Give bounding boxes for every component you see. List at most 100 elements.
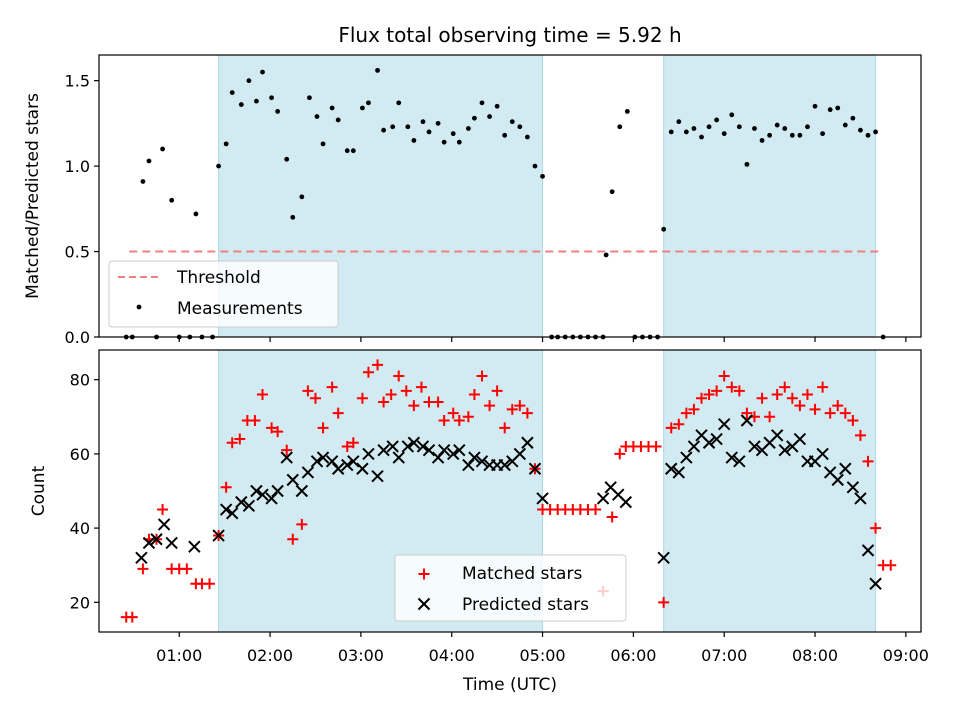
bottom-legend: Matched stars Predicted stars bbox=[394, 554, 627, 622]
measurement-point bbox=[683, 129, 689, 135]
matched-star-point bbox=[786, 392, 798, 404]
measurement-point bbox=[329, 105, 335, 111]
x-tick-label: 08:00 bbox=[792, 646, 838, 665]
bottom-y-ticks: 20 40 60 80 bbox=[70, 371, 99, 612]
y-tick-label: 0.0 bbox=[65, 328, 90, 347]
matched-star-point bbox=[438, 415, 450, 426]
predicted-star-point bbox=[235, 495, 248, 509]
predicted-star-point bbox=[401, 440, 415, 453]
x-tick-label: 03:00 bbox=[338, 646, 384, 665]
y-tick-label: 0.5 bbox=[65, 243, 90, 262]
measurement-point bbox=[435, 120, 441, 126]
measurement-point bbox=[752, 126, 757, 131]
matched-star-point bbox=[499, 422, 511, 434]
predicted-star-point bbox=[596, 492, 610, 505]
predicted-star-point bbox=[250, 484, 263, 498]
measurement-point bbox=[767, 132, 773, 138]
matched-star-point bbox=[317, 422, 329, 434]
measurement-point bbox=[405, 124, 411, 130]
matched-star-point bbox=[703, 389, 715, 401]
predicted-star-point bbox=[356, 462, 369, 475]
predicted-star-point bbox=[226, 507, 239, 520]
matched-star-point bbox=[718, 370, 730, 382]
measurement-point bbox=[269, 95, 274, 101]
matched-star-point bbox=[885, 559, 897, 571]
measurement-point bbox=[873, 129, 878, 135]
predicted-star-point bbox=[665, 462, 678, 475]
matched-star-point bbox=[658, 596, 670, 608]
measurement-point bbox=[812, 103, 818, 109]
matched-star-point bbox=[665, 422, 677, 434]
measurement-point bbox=[714, 117, 720, 123]
predicted-star-point bbox=[212, 529, 225, 542]
matched-star-point bbox=[817, 381, 829, 393]
matched-star-point bbox=[249, 415, 261, 426]
measurement-point bbox=[472, 115, 477, 121]
predicted-star-point bbox=[710, 432, 723, 446]
top-y-ticks: 0.0 0.5 1.0 1.5 bbox=[65, 72, 99, 347]
measurement-point bbox=[624, 109, 630, 114]
matched-star-point bbox=[673, 418, 685, 430]
predicted-star-point bbox=[468, 451, 481, 464]
measurement-point bbox=[146, 158, 152, 164]
measurement-point bbox=[375, 67, 380, 73]
predicted-star-point bbox=[702, 436, 716, 449]
measurement-point bbox=[314, 114, 320, 119]
measurement-point bbox=[350, 148, 356, 154]
predicted-star-point bbox=[453, 443, 466, 457]
matched-star-point bbox=[514, 400, 526, 412]
y-tick-label: 1.5 bbox=[65, 72, 90, 91]
predicted-star-point bbox=[286, 473, 299, 487]
matched-stars-points bbox=[120, 359, 897, 623]
measurement-point bbox=[668, 129, 674, 135]
measurement-point bbox=[260, 69, 265, 75]
measurement-point bbox=[465, 126, 471, 131]
predicted-star-point bbox=[242, 499, 256, 513]
top-x-ticks bbox=[178, 337, 907, 342]
measurement-point bbox=[344, 148, 350, 154]
top-panel: 0.0 0.5 1.0 1.5 Flux total observing time =… bbox=[23, 23, 922, 347]
measurement-point bbox=[540, 173, 545, 179]
predicted-star-point bbox=[475, 455, 489, 468]
predicted-star-point bbox=[422, 443, 436, 457]
matched-star-point bbox=[809, 403, 821, 415]
measurement-point bbox=[390, 124, 396, 130]
predicted-star-point bbox=[407, 436, 421, 449]
matched-star-point bbox=[476, 370, 488, 382]
matched-star-point bbox=[181, 563, 193, 575]
predicted-star-point bbox=[437, 443, 451, 457]
matched-star-point bbox=[453, 415, 465, 426]
measurement-point bbox=[284, 156, 290, 162]
measurement-point bbox=[426, 129, 432, 135]
measurement-point bbox=[827, 107, 833, 113]
predicted-star-point bbox=[687, 440, 701, 453]
predicted-star-point bbox=[536, 492, 549, 505]
matched-star-point bbox=[385, 389, 397, 401]
measurement-point bbox=[699, 134, 704, 140]
measurement-point bbox=[797, 132, 803, 138]
predicted-star-point bbox=[816, 447, 829, 461]
matched-star-point bbox=[393, 370, 405, 382]
measurement-point bbox=[411, 138, 417, 143]
matched-star-point bbox=[680, 407, 692, 419]
top-axes-frame bbox=[98, 54, 922, 338]
measurement-point bbox=[487, 114, 492, 119]
predicted-star-point bbox=[657, 551, 670, 564]
matched-star-point bbox=[688, 403, 700, 415]
matched-star-point bbox=[801, 389, 813, 401]
matched-star-point bbox=[506, 403, 518, 415]
matched-star-point bbox=[341, 440, 353, 452]
matched-star-point bbox=[356, 392, 368, 404]
legend-matched-swatch bbox=[418, 568, 430, 580]
bottom-axes-frame bbox=[98, 349, 922, 633]
measurement-point bbox=[456, 139, 462, 145]
measurement-point bbox=[721, 131, 727, 137]
chart-title: Flux total observing time = 5.92 h bbox=[338, 23, 681, 47]
matched-star-point bbox=[462, 411, 474, 423]
matched-star-point bbox=[447, 407, 459, 419]
matched-star-point bbox=[606, 511, 618, 523]
measurement-point bbox=[842, 122, 848, 128]
top-legend: Threshold Measurements bbox=[108, 260, 339, 328]
matched-star-point bbox=[137, 563, 149, 575]
measurement-point bbox=[396, 100, 402, 106]
